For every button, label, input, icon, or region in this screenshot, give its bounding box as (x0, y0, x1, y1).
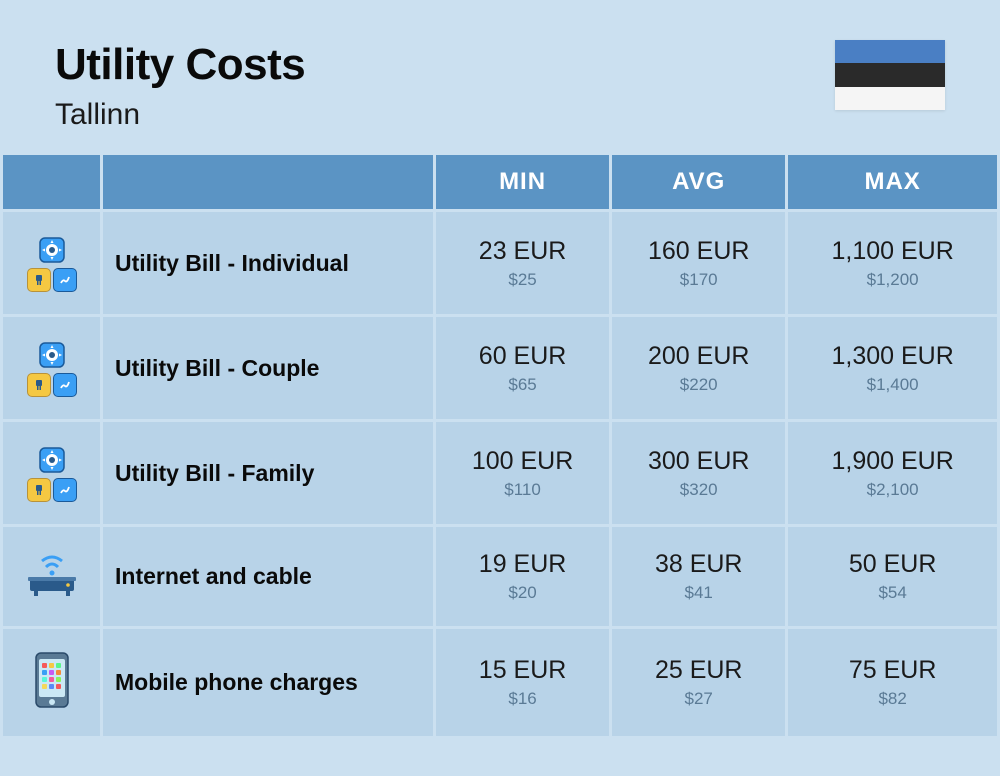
header-blank-icon (3, 155, 100, 209)
label-cell: Utility Bill - Couple (103, 317, 433, 419)
avg-cell: 300 EUR $320 (612, 422, 785, 524)
table-row: Utility Bill - Family 100 EUR $110 300 E… (3, 422, 997, 524)
table-header-row: MIN AVG MAX (3, 155, 997, 209)
header-max: MAX (788, 155, 997, 209)
price-usd: $20 (436, 583, 609, 603)
avg-cell: 25 EUR $27 (612, 629, 785, 736)
price-eur: 160 EUR (612, 237, 785, 266)
label-cell: Utility Bill - Individual (103, 212, 433, 314)
price-usd: $54 (788, 583, 997, 603)
price-usd: $170 (612, 270, 785, 290)
avg-cell: 160 EUR $170 (612, 212, 785, 314)
label-cell: Mobile phone charges (103, 629, 433, 736)
price-eur: 23 EUR (436, 237, 609, 266)
price-eur: 200 EUR (612, 342, 785, 371)
price-usd: $41 (612, 583, 785, 603)
min-cell: 15 EUR $16 (436, 629, 609, 736)
avg-cell: 38 EUR $41 (612, 527, 785, 626)
price-usd: $320 (612, 480, 785, 500)
page-title: Utility Costs (55, 40, 305, 90)
header: Utility Costs Tallinn (0, 0, 1000, 152)
page-subtitle: Tallinn (55, 98, 305, 132)
flag-stripe-mid (835, 63, 945, 86)
price-usd: $27 (612, 689, 785, 709)
icon-cell (3, 422, 100, 524)
label-cell: Utility Bill - Family (103, 422, 433, 524)
price-usd: $25 (436, 270, 609, 290)
label-cell: Internet and cable (103, 527, 433, 626)
price-eur: 60 EUR (436, 342, 609, 371)
price-usd: $2,100 (788, 480, 997, 500)
header-avg: AVG (612, 155, 785, 209)
max-cell: 75 EUR $82 (788, 629, 997, 736)
min-cell: 19 EUR $20 (436, 527, 609, 626)
price-eur: 1,100 EUR (788, 237, 997, 266)
price-eur: 25 EUR (612, 656, 785, 685)
price-usd: $65 (436, 375, 609, 395)
header-min: MIN (436, 155, 609, 209)
price-usd: $220 (612, 375, 785, 395)
utility-icon (27, 339, 77, 397)
table-row: Utility Bill - Individual 23 EUR $25 160… (3, 212, 997, 314)
icon-cell (3, 629, 100, 736)
price-eur: 19 EUR (436, 550, 609, 579)
max-cell: 50 EUR $54 (788, 527, 997, 626)
utility-icon (27, 444, 77, 502)
min-cell: 100 EUR $110 (436, 422, 609, 524)
price-eur: 300 EUR (612, 447, 785, 476)
price-eur: 100 EUR (436, 447, 609, 476)
price-eur: 1,900 EUR (788, 447, 997, 476)
cost-table: MIN AVG MAX Utility Bill - Individual 23… (0, 152, 1000, 739)
price-usd: $110 (436, 480, 609, 500)
max-cell: 1,100 EUR $1,200 (788, 212, 997, 314)
price-usd: $1,400 (788, 375, 997, 395)
phone-icon (33, 651, 71, 709)
table-row: Internet and cable 19 EUR $20 38 EUR $41… (3, 527, 997, 626)
icon-cell (3, 212, 100, 314)
min-cell: 60 EUR $65 (436, 317, 609, 419)
price-eur: 1,300 EUR (788, 342, 997, 371)
price-eur: 50 EUR (788, 550, 997, 579)
utility-icon (27, 234, 77, 292)
price-usd: $1,200 (788, 270, 997, 290)
price-eur: 15 EUR (436, 656, 609, 685)
flag-stripe-top (835, 40, 945, 63)
price-eur: 75 EUR (788, 656, 997, 685)
price-eur: 38 EUR (612, 550, 785, 579)
avg-cell: 200 EUR $220 (612, 317, 785, 419)
min-cell: 23 EUR $25 (436, 212, 609, 314)
icon-cell (3, 527, 100, 626)
flag-icon (835, 40, 945, 110)
title-block: Utility Costs Tallinn (55, 40, 305, 132)
header-blank-label (103, 155, 433, 209)
price-usd: $16 (436, 689, 609, 709)
icon-cell (3, 317, 100, 419)
price-usd: $82 (788, 689, 997, 709)
max-cell: 1,300 EUR $1,400 (788, 317, 997, 419)
router-icon (22, 549, 82, 599)
max-cell: 1,900 EUR $2,100 (788, 422, 997, 524)
table-row: Utility Bill - Couple 60 EUR $65 200 EUR… (3, 317, 997, 419)
flag-stripe-bot (835, 87, 945, 110)
table-row: Mobile phone charges 15 EUR $16 25 EUR $… (3, 629, 997, 736)
